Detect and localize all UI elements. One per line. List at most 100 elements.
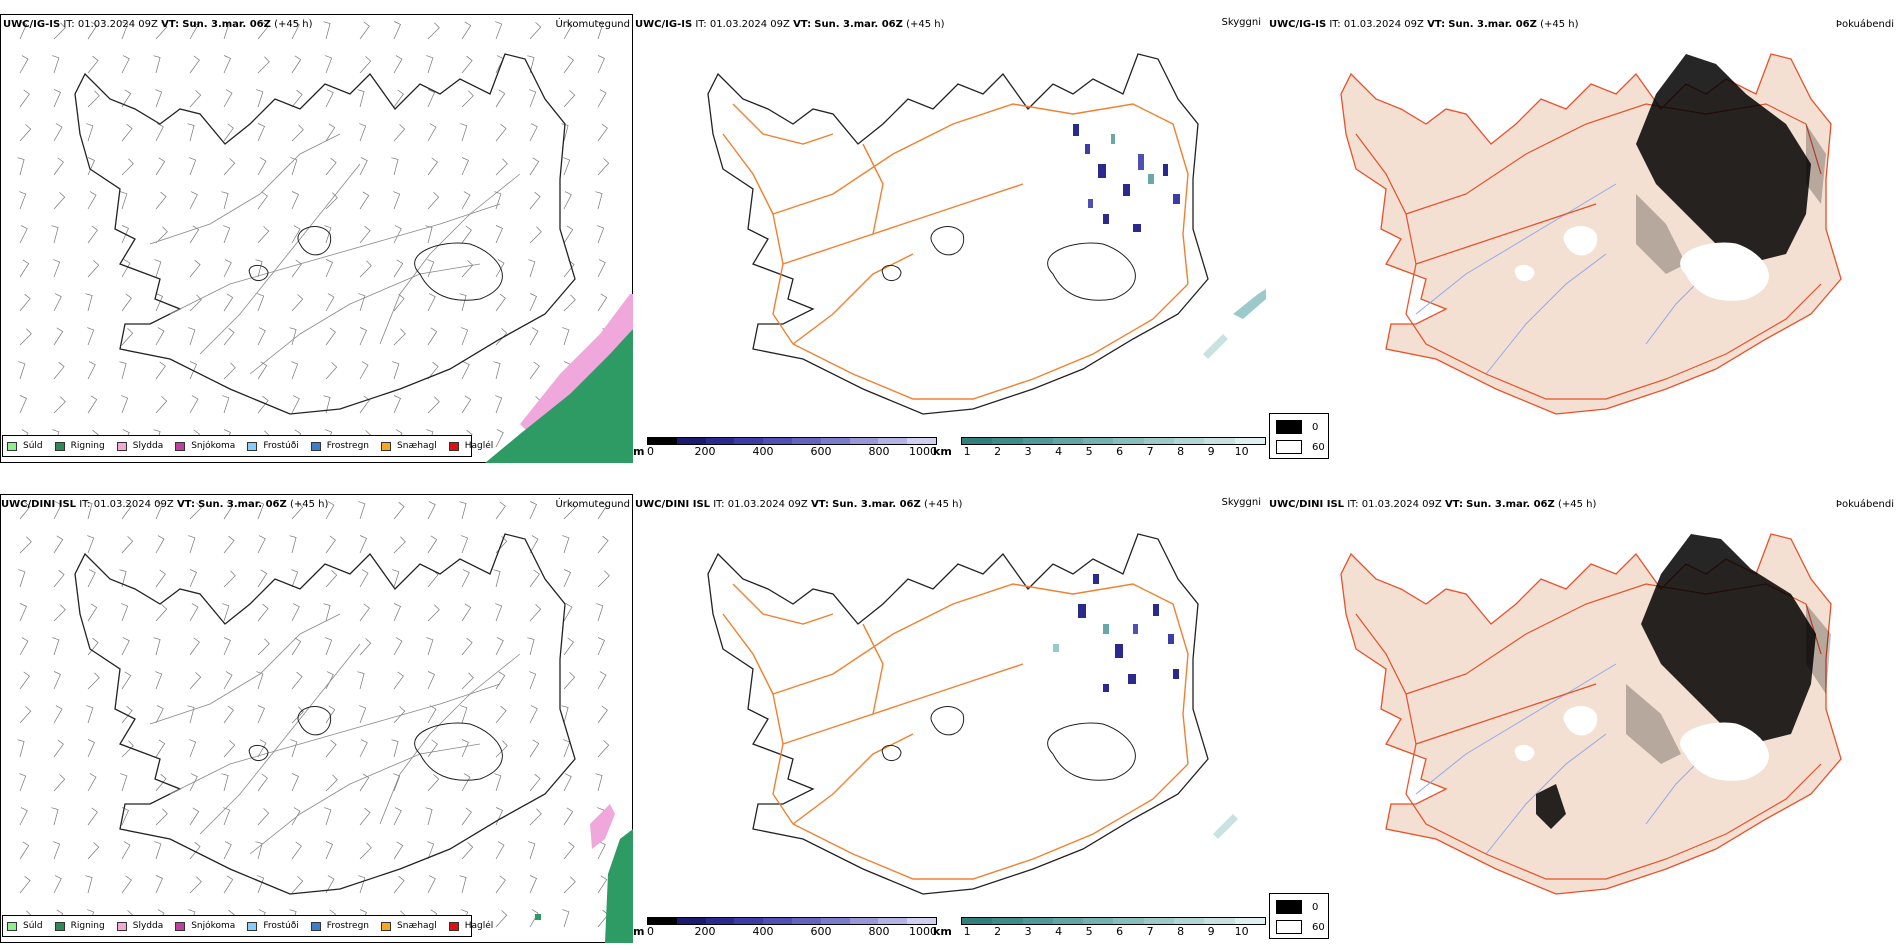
panel-name: Skyggni <box>1221 17 1261 28</box>
wind-barb <box>529 157 540 176</box>
wind-barb <box>291 637 302 656</box>
vt-label: VT: <box>176 499 195 510</box>
wind-barb <box>495 875 506 894</box>
legend-label: Haglél <box>464 921 494 931</box>
colorbar-tick-label: 2 <box>994 445 1002 458</box>
wind-barb <box>257 191 268 210</box>
fog-legend-swatch <box>1276 440 1302 454</box>
wind-barb <box>325 192 338 210</box>
wind-barb <box>393 124 406 142</box>
colorbar-tick-label: 600 <box>810 445 832 458</box>
wind-barb <box>257 395 269 414</box>
wind-barb <box>495 740 508 758</box>
it-value: 01.03.2024 09Z <box>1361 499 1442 510</box>
row2-precip-panel: UWC/DINI ISL IT: 01.03.2024 09Z VT: Sun.… <box>0 494 633 943</box>
wind-barb <box>562 909 570 928</box>
wind-barb <box>87 21 98 40</box>
wind-barb <box>393 395 401 414</box>
wind-barb <box>155 89 163 108</box>
wind-barb <box>291 706 304 724</box>
wind-barb <box>19 706 32 724</box>
colorbar-tick-label: 5 <box>1085 445 1093 458</box>
wind-barb <box>222 603 230 622</box>
wind-barb <box>427 192 440 210</box>
wind-barb <box>153 55 161 74</box>
wind-barb <box>121 21 129 40</box>
wind-barb <box>17 157 25 176</box>
wind-barb <box>426 637 434 656</box>
wind-barb <box>495 259 505 278</box>
panel-name: Þokuábendi <box>1835 19 1894 30</box>
colorbar-cell <box>763 918 792 924</box>
wind-barb <box>87 395 98 414</box>
wind-barb <box>19 501 31 520</box>
colorbar-tick-label: 3 <box>1024 925 1032 938</box>
colorbar-cell <box>1174 918 1205 924</box>
wind-barb <box>359 638 372 656</box>
legend-swatch <box>448 921 459 931</box>
wind-barb <box>597 705 608 724</box>
wind-barb <box>257 293 265 312</box>
legend-label: Snjókoma <box>191 921 236 931</box>
legend-item: Frostregn <box>310 441 369 451</box>
wind-barb <box>53 875 62 894</box>
wind-barb <box>427 501 436 520</box>
wind-barb <box>495 637 504 656</box>
wind-barb <box>392 569 400 588</box>
colorbar-tick-label: 10 <box>1234 445 1249 458</box>
wind-barb <box>223 671 233 690</box>
visibility-m-colorbar: m 0 200 400 600 800 1000 <box>633 917 937 938</box>
wind-barb <box>461 327 469 346</box>
legend-label: Frostregn <box>326 921 370 931</box>
wind-barb <box>495 55 504 74</box>
wind-barb <box>359 191 370 210</box>
wind-barb <box>597 570 610 588</box>
wind-barb <box>324 225 332 244</box>
wind-barb <box>563 502 576 520</box>
wind-barb <box>527 637 535 656</box>
wind-barb <box>359 225 371 244</box>
wind-barb <box>121 259 131 278</box>
colorbar-cell <box>1113 438 1144 444</box>
wind-barb <box>121 225 129 244</box>
panel-title: UWC/IG-IS IT: 01.03.2024 09Z VT: Sun. 3.… <box>1269 19 1579 31</box>
wind-barb <box>223 293 234 312</box>
wind-barb <box>155 569 166 588</box>
wind-barb <box>120 773 128 792</box>
wind-barb <box>189 157 197 176</box>
wind-barb <box>19 55 29 74</box>
wind-barb <box>563 739 571 758</box>
colorbar-unit: km <box>933 445 952 458</box>
colorbar-tick-label: 6 <box>1116 925 1124 938</box>
wind-barb <box>495 395 503 414</box>
vt-value: Sun. 3.mar. 06Z <box>832 499 921 510</box>
wind-barb <box>189 569 197 588</box>
wind-barb <box>359 569 369 588</box>
wind-barb <box>257 603 269 622</box>
wind-barb <box>427 396 440 414</box>
colorbar-cell <box>907 438 936 444</box>
wind-barb <box>189 361 197 380</box>
wind-barb <box>461 842 474 860</box>
wind-barb <box>187 123 195 142</box>
wind-barb <box>53 157 64 176</box>
wind-barb <box>325 705 336 724</box>
wind-barb <box>325 535 336 554</box>
wind-barb <box>461 773 471 792</box>
colorbar-tick-label: 4 <box>1055 925 1063 938</box>
wind-barb <box>597 293 608 312</box>
wind-barb <box>529 89 537 108</box>
legend-item: Haglél <box>448 441 493 451</box>
wind-barb <box>359 535 367 554</box>
wind-barb <box>121 740 134 758</box>
lead-time: (+45 h) <box>923 499 963 510</box>
wind-barb <box>223 55 231 74</box>
wind-barb <box>87 55 99 74</box>
vt-label: VT: <box>1427 19 1446 30</box>
wind-barb <box>529 739 540 758</box>
wind-barb <box>121 123 133 142</box>
wind-barb <box>563 90 576 108</box>
wind-barb <box>154 841 162 860</box>
wind-barb <box>325 327 336 346</box>
wind-barb <box>53 123 63 142</box>
